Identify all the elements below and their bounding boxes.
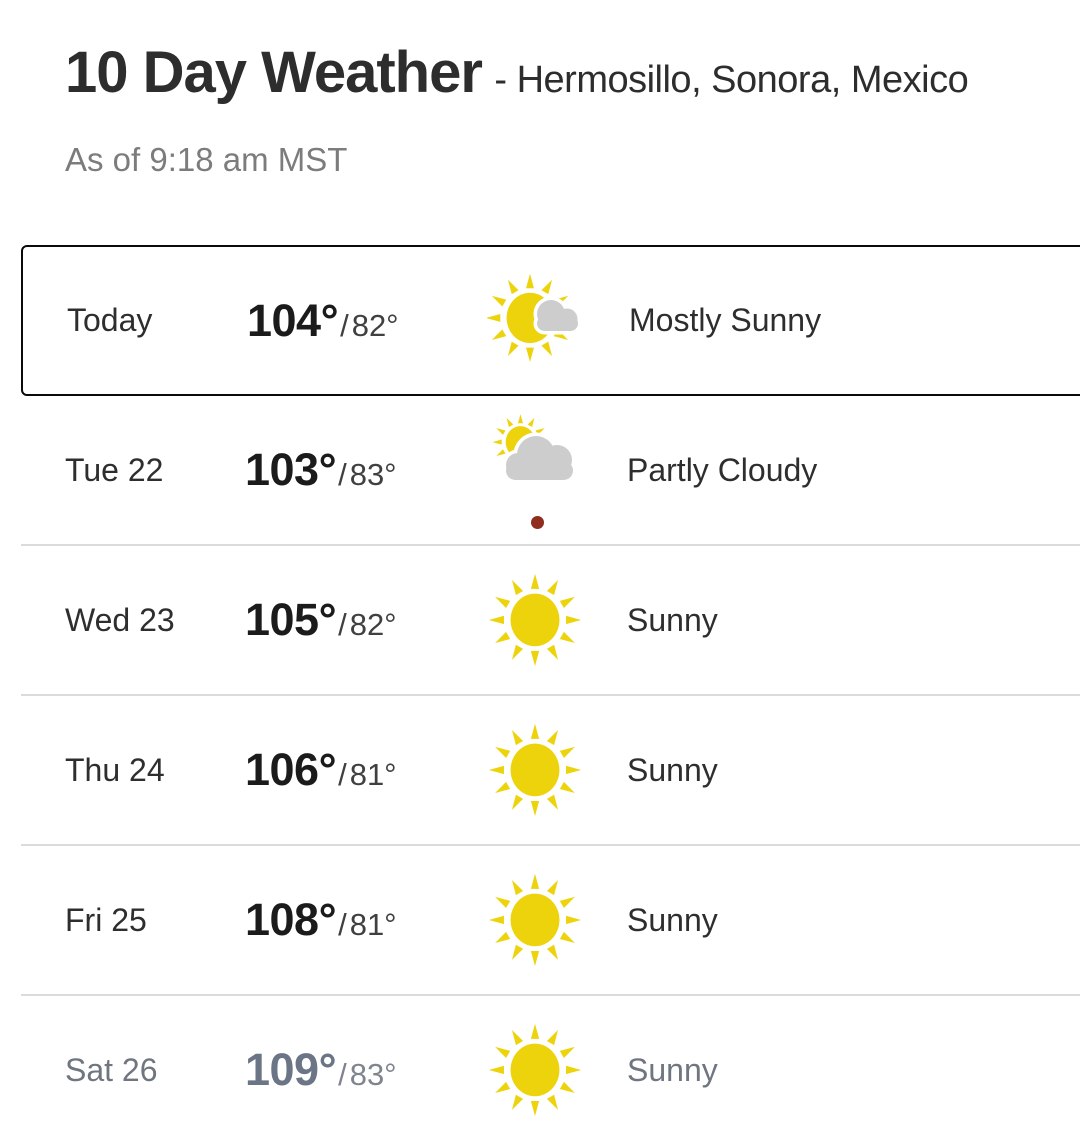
forecast-row-tue-22[interactable]: Tue 22 103° / 83° Partly Cloudy bbox=[21, 396, 1080, 546]
weather-icon-cell bbox=[469, 273, 609, 369]
temperature-group: 108° / 81° bbox=[245, 894, 467, 946]
partly-cloudy-icon bbox=[485, 411, 589, 507]
sunny-icon bbox=[485, 572, 589, 668]
weather-icon-cell bbox=[467, 572, 607, 668]
temp-separator: / bbox=[338, 757, 347, 792]
forecast-list: Today 104° / 82° Mostly Sunny Tue 22 103… bbox=[21, 245, 1080, 1130]
temp-separator: / bbox=[338, 607, 347, 642]
high-temp: 104° bbox=[247, 294, 339, 346]
page-location: - Hermosillo, Sonora, Mexico bbox=[494, 59, 969, 101]
weather-icon-cell bbox=[467, 872, 607, 968]
forecast-row-wed-23[interactable]: Wed 23 105° / 82° Sunny bbox=[21, 546, 1080, 696]
title-line: 10 Day Weather - Hermosillo, Sonora, Mex… bbox=[65, 44, 1080, 117]
weather-icon-cell bbox=[467, 1022, 607, 1118]
low-temp: 83° bbox=[349, 1057, 397, 1092]
day-label: Tue 22 bbox=[65, 451, 164, 488]
temp-separator: / bbox=[338, 1057, 347, 1092]
temperature-group: 103° / 83° bbox=[245, 444, 467, 496]
weather-icon-cell bbox=[467, 411, 607, 529]
low-temp: 81° bbox=[349, 907, 397, 942]
sunny-icon bbox=[485, 872, 589, 968]
temperature-group: 106° / 81° bbox=[245, 744, 467, 796]
red-dot-indicator bbox=[530, 516, 544, 529]
low-temp: 82° bbox=[349, 607, 397, 642]
as-of-timestamp: As of 9:18 am MST bbox=[65, 141, 348, 178]
condition-label: Sunny bbox=[627, 901, 718, 938]
sunny-icon bbox=[485, 1022, 589, 1118]
temp-separator: / bbox=[338, 907, 347, 942]
page-header: 10 Day Weather - Hermosillo, Sonora, Mex… bbox=[0, 0, 1080, 179]
condition-label: Mostly Sunny bbox=[629, 302, 822, 338]
high-temp: 106° bbox=[245, 744, 337, 795]
temp-separator: / bbox=[338, 457, 347, 492]
high-temp: 109° bbox=[245, 1044, 337, 1095]
low-temp: 82° bbox=[351, 307, 399, 343]
high-temp: 108° bbox=[245, 894, 337, 945]
condition-label: Sunny bbox=[627, 751, 718, 788]
low-temp: 81° bbox=[349, 757, 397, 792]
high-temp: 105° bbox=[245, 594, 337, 645]
forecast-row-thu-24[interactable]: Thu 24 106° / 81° Sunny bbox=[21, 696, 1080, 846]
weather-icon-cell bbox=[467, 722, 607, 818]
forecast-row-today[interactable]: Today 104° / 82° Mostly Sunny bbox=[21, 245, 1080, 396]
temperature-group: 104° / 82° bbox=[247, 295, 469, 347]
low-temp: 83° bbox=[349, 457, 397, 492]
condition-label: Sunny bbox=[627, 1051, 718, 1088]
day-label: Today bbox=[67, 302, 153, 338]
forecast-row-sat-26[interactable]: Sat 26 109° / 83° Sunny bbox=[21, 996, 1080, 1130]
sunny-icon bbox=[485, 722, 589, 818]
temperature-group: 105° / 82° bbox=[245, 594, 467, 646]
day-label: Thu 24 bbox=[65, 751, 165, 788]
temp-separator: / bbox=[340, 307, 349, 343]
condition-label: Sunny bbox=[627, 601, 718, 638]
day-label: Fri 25 bbox=[65, 901, 147, 938]
mostly-sunny-icon bbox=[487, 273, 591, 369]
high-temp: 103° bbox=[245, 444, 337, 495]
day-label: Wed 23 bbox=[65, 601, 175, 638]
forecast-row-fri-25[interactable]: Fri 25 108° / 81° Sunny bbox=[21, 846, 1080, 996]
page-title: 10 Day Weather bbox=[65, 40, 483, 105]
temperature-group: 109° / 83° bbox=[245, 1044, 467, 1096]
condition-label: Partly Cloudy bbox=[627, 451, 818, 488]
day-label: Sat 26 bbox=[65, 1051, 158, 1088]
